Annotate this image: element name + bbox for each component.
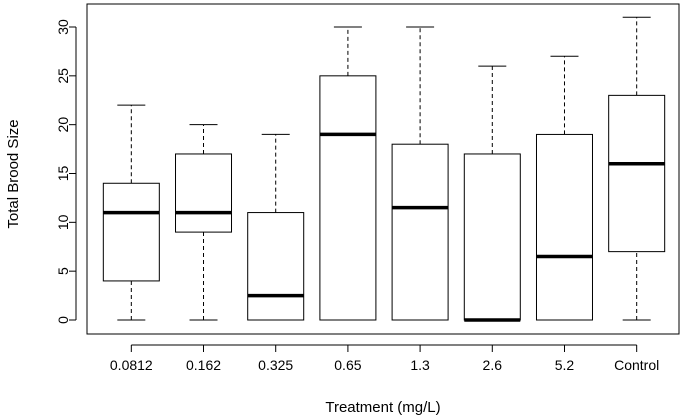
y-axis: 0 5 10 15 20 25 30 [55,19,77,324]
iqr-box [102,182,160,282]
x-tick-label: 0.325 [258,357,293,373]
y-tick-label: 30 [55,19,71,35]
box-2.6 [463,65,521,322]
box-0.325 [247,133,305,321]
y-tick-label: 25 [55,68,71,84]
y-tick-label: 0 [55,316,71,324]
x-axis-title: Treatment (mg/L) [325,399,440,416]
iqr-box [247,212,305,321]
x-tick-label: 1.3 [410,357,430,373]
x-axis: 0.0812 0.162 0.325 0.65 1.3 2.6 5.2 Control [110,344,659,373]
y-tick-label: 20 [55,117,71,133]
iqr-box [175,153,233,233]
box-0.0812 [102,104,160,321]
y-tick-label: 10 [55,214,71,230]
x-tick-label: 0.162 [186,357,221,373]
box-Control [608,16,666,321]
iqr-box [608,94,666,253]
x-tick-label: 5.2 [555,357,575,373]
y-tick-label: 15 [55,166,71,182]
iqr-box [319,75,377,321]
box-0.162 [175,124,233,321]
box-5.2 [535,55,593,321]
y-tick-label: 5 [55,267,71,275]
plot-frame [86,3,680,335]
x-tick-label: 0.0812 [110,357,153,373]
x-tick-label: Control [614,357,659,373]
iqr-box [535,133,593,321]
x-tick-label: 0.65 [334,357,361,373]
y-axis-title: Total Brood Size [5,119,22,228]
iqr-box [463,153,521,321]
box-1.3 [391,26,449,321]
x-tick-label: 2.6 [483,357,503,373]
iqr-box [391,143,449,321]
boxes [102,16,666,322]
box-0.65 [319,26,377,321]
